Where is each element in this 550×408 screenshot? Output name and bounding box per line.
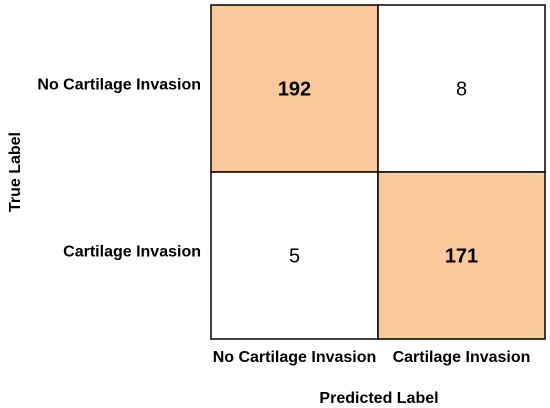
x-tick-cartilage-invasion: Cartilage Invasion — [393, 349, 531, 366]
x-axis-title: Predicted Label — [319, 390, 438, 407]
matrix-cell-r0-c0 — [210, 4, 379, 173]
matrix-cell-labels: 192 8 5 171 — [278, 79, 478, 268]
cell-value-r0-c1: 8 — [456, 79, 467, 101]
cell-value-r1-c1: 171 — [445, 246, 478, 268]
cell-value-r1-c0: 5 — [289, 246, 300, 268]
y-tick-cartilage-invasion: Cartilage Invasion — [63, 244, 201, 261]
matrix-cell-r1-c1 — [377, 171, 546, 340]
matrix-cell-r0-c1 — [377, 4, 546, 173]
matrix-cells — [210, 4, 546, 340]
cell-value-r0-c0: 192 — [278, 79, 311, 101]
y-axis-tick-labels: No Cartilage Invasion Cartilage Invasion — [37, 77, 201, 261]
x-axis-tick-labels: No Cartilage Invasion Cartilage Invasion — [213, 349, 531, 366]
matrix-cell-r1-c0 — [210, 171, 379, 340]
x-tick-no-cartilage-invasion: No Cartilage Invasion — [213, 349, 377, 366]
y-tick-no-cartilage-invasion: No Cartilage Invasion — [37, 77, 201, 94]
y-axis-title: True Label — [7, 132, 24, 212]
